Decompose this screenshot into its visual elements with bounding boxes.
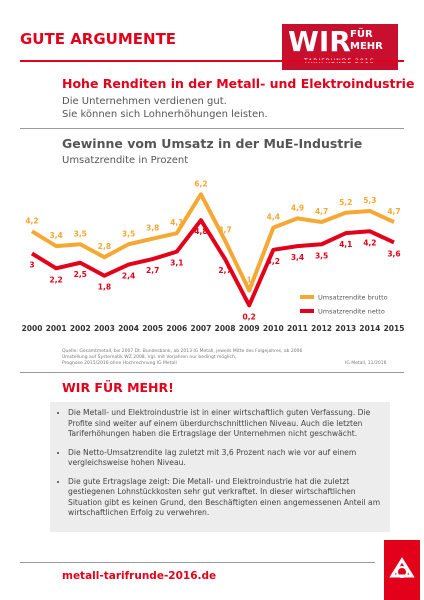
section-title: WIR FÜR MEHR!	[62, 380, 174, 395]
logo-icon	[389, 557, 415, 578]
bullet-list: Die Metall- und Elektroindustrie ist in …	[58, 408, 382, 519]
data-label: 3	[29, 261, 34, 270]
ig-metall-logo	[384, 540, 420, 600]
logo-main: WIR	[288, 25, 351, 58]
source-line: Prognose 2015/2016 ohne Hochrechnung IG …	[62, 361, 177, 366]
data-label: 4,1	[339, 240, 352, 249]
page-title: GUTE ARGUMENTE	[20, 30, 177, 48]
x-tick-label: 2013	[335, 324, 356, 333]
data-label: 3,5	[74, 229, 87, 238]
rule	[20, 60, 404, 62]
x-tick-label: 2002	[70, 324, 91, 333]
legend-label: Umsatzrendite netto	[318, 308, 385, 316]
x-tick-label: 2003	[94, 324, 115, 333]
rule	[20, 128, 404, 129]
x-tick-label: 2008	[215, 324, 236, 333]
x-tick-label: 2015	[384, 324, 405, 333]
data-label: 3,5	[315, 251, 328, 260]
source: Quelle: Gesamtmetall, bis 2007 Dt. Bunde…	[62, 349, 302, 367]
legend-swatch	[300, 309, 314, 313]
data-label: 2,2	[49, 275, 62, 284]
x-tick-label: 2007	[190, 324, 211, 333]
data-label: 5,2	[339, 198, 352, 207]
rule	[20, 372, 404, 373]
logo-sub: MEHR	[350, 41, 383, 52]
data-label: 0,2	[243, 312, 256, 321]
rule	[20, 562, 375, 563]
data-label: 2,7	[146, 266, 159, 275]
data-label: 3,5	[122, 229, 135, 238]
bullet: Die Metall- und Elektroindustrie ist in …	[68, 408, 382, 440]
x-tick-label: 2000	[22, 324, 43, 333]
headline: Hohe Renditen in der Metall- und Elektro…	[62, 76, 415, 91]
data-label: 3,2	[267, 257, 280, 266]
x-tick-label: 2004	[118, 324, 139, 333]
x-tick-label: 2006	[166, 324, 187, 333]
x-tick-label: 2014	[359, 324, 380, 333]
legend-swatch	[300, 295, 314, 299]
data-label: 3,6	[387, 249, 400, 258]
bullet-box: Die Metall- und Elektroindustrie ist in …	[50, 402, 390, 532]
data-label: 4,2	[25, 216, 38, 225]
data-label: 5,3	[363, 196, 376, 205]
series-line	[30, 192, 395, 293]
chart: Gewinne vom Umsatz in der MuE-Industrie …	[22, 136, 405, 333]
data-label: 4,7	[387, 207, 400, 216]
data-label: 2,8	[98, 242, 111, 251]
x-tick-label: 2010	[263, 324, 284, 333]
source-line: Quelle: Gesamtmetall, bis 2007 Dt. Bunde…	[62, 349, 303, 354]
x-tick-label: 2012	[311, 324, 332, 333]
data-label: 6,2	[194, 179, 207, 188]
series-line	[30, 218, 395, 308]
data-label: 4,7	[315, 207, 328, 216]
data-label: 3,4	[291, 253, 304, 262]
data-label: 3,7	[218, 226, 231, 235]
intro-line: Die Unternehmen verdienen gut.	[62, 96, 227, 107]
chart-title: Gewinne vom Umsatz in der MuE-Industrie	[62, 136, 362, 151]
data-label: 1,8	[98, 283, 111, 292]
bullet: Die gute Ertragslage zeigt: Die Metall- …	[68, 477, 382, 519]
data-label: 3,1	[170, 259, 183, 268]
data-label: 3,8	[146, 224, 159, 233]
x-tick-label: 2011	[287, 324, 308, 333]
footer-url[interactable]: metall-tarifrunde-2016.de	[62, 570, 217, 582]
credit: IG Metall, 11/2016	[345, 361, 387, 366]
x-tick-label: 2005	[142, 324, 163, 333]
data-label: 2,4	[122, 272, 135, 281]
x-tick-label: 2009	[239, 324, 260, 333]
data-label: 4,8	[194, 227, 207, 236]
data-label: 4,4	[267, 213, 280, 222]
data-label: 3,4	[49, 231, 62, 240]
data-label: 4,2	[363, 238, 376, 247]
data-label: 4,9	[291, 203, 304, 212]
legend-label: Umsatzrendite brutto	[318, 294, 388, 302]
chart-subtitle: Umsatzrendite in Prozent	[62, 155, 188, 166]
intro-line: Sie können sich Lohnerhöhungen leisten.	[62, 109, 268, 120]
logo: WIR FÜR MEHR TARIFRUNDE 2016	[282, 24, 398, 70]
data-label: 4,1	[170, 218, 183, 227]
data-label: 2,7	[218, 266, 231, 275]
bullet: Die Netto-Umsatzrendite lag zuletzt mit …	[68, 448, 382, 469]
x-tick-label: 2001	[46, 324, 67, 333]
source-line: Umstellung auf Systematik WZ 2008, Vgl. …	[62, 355, 237, 360]
data-label: 1	[247, 276, 252, 285]
data-label: 2,5	[74, 270, 87, 279]
logo-sub: FÜR	[350, 29, 373, 40]
